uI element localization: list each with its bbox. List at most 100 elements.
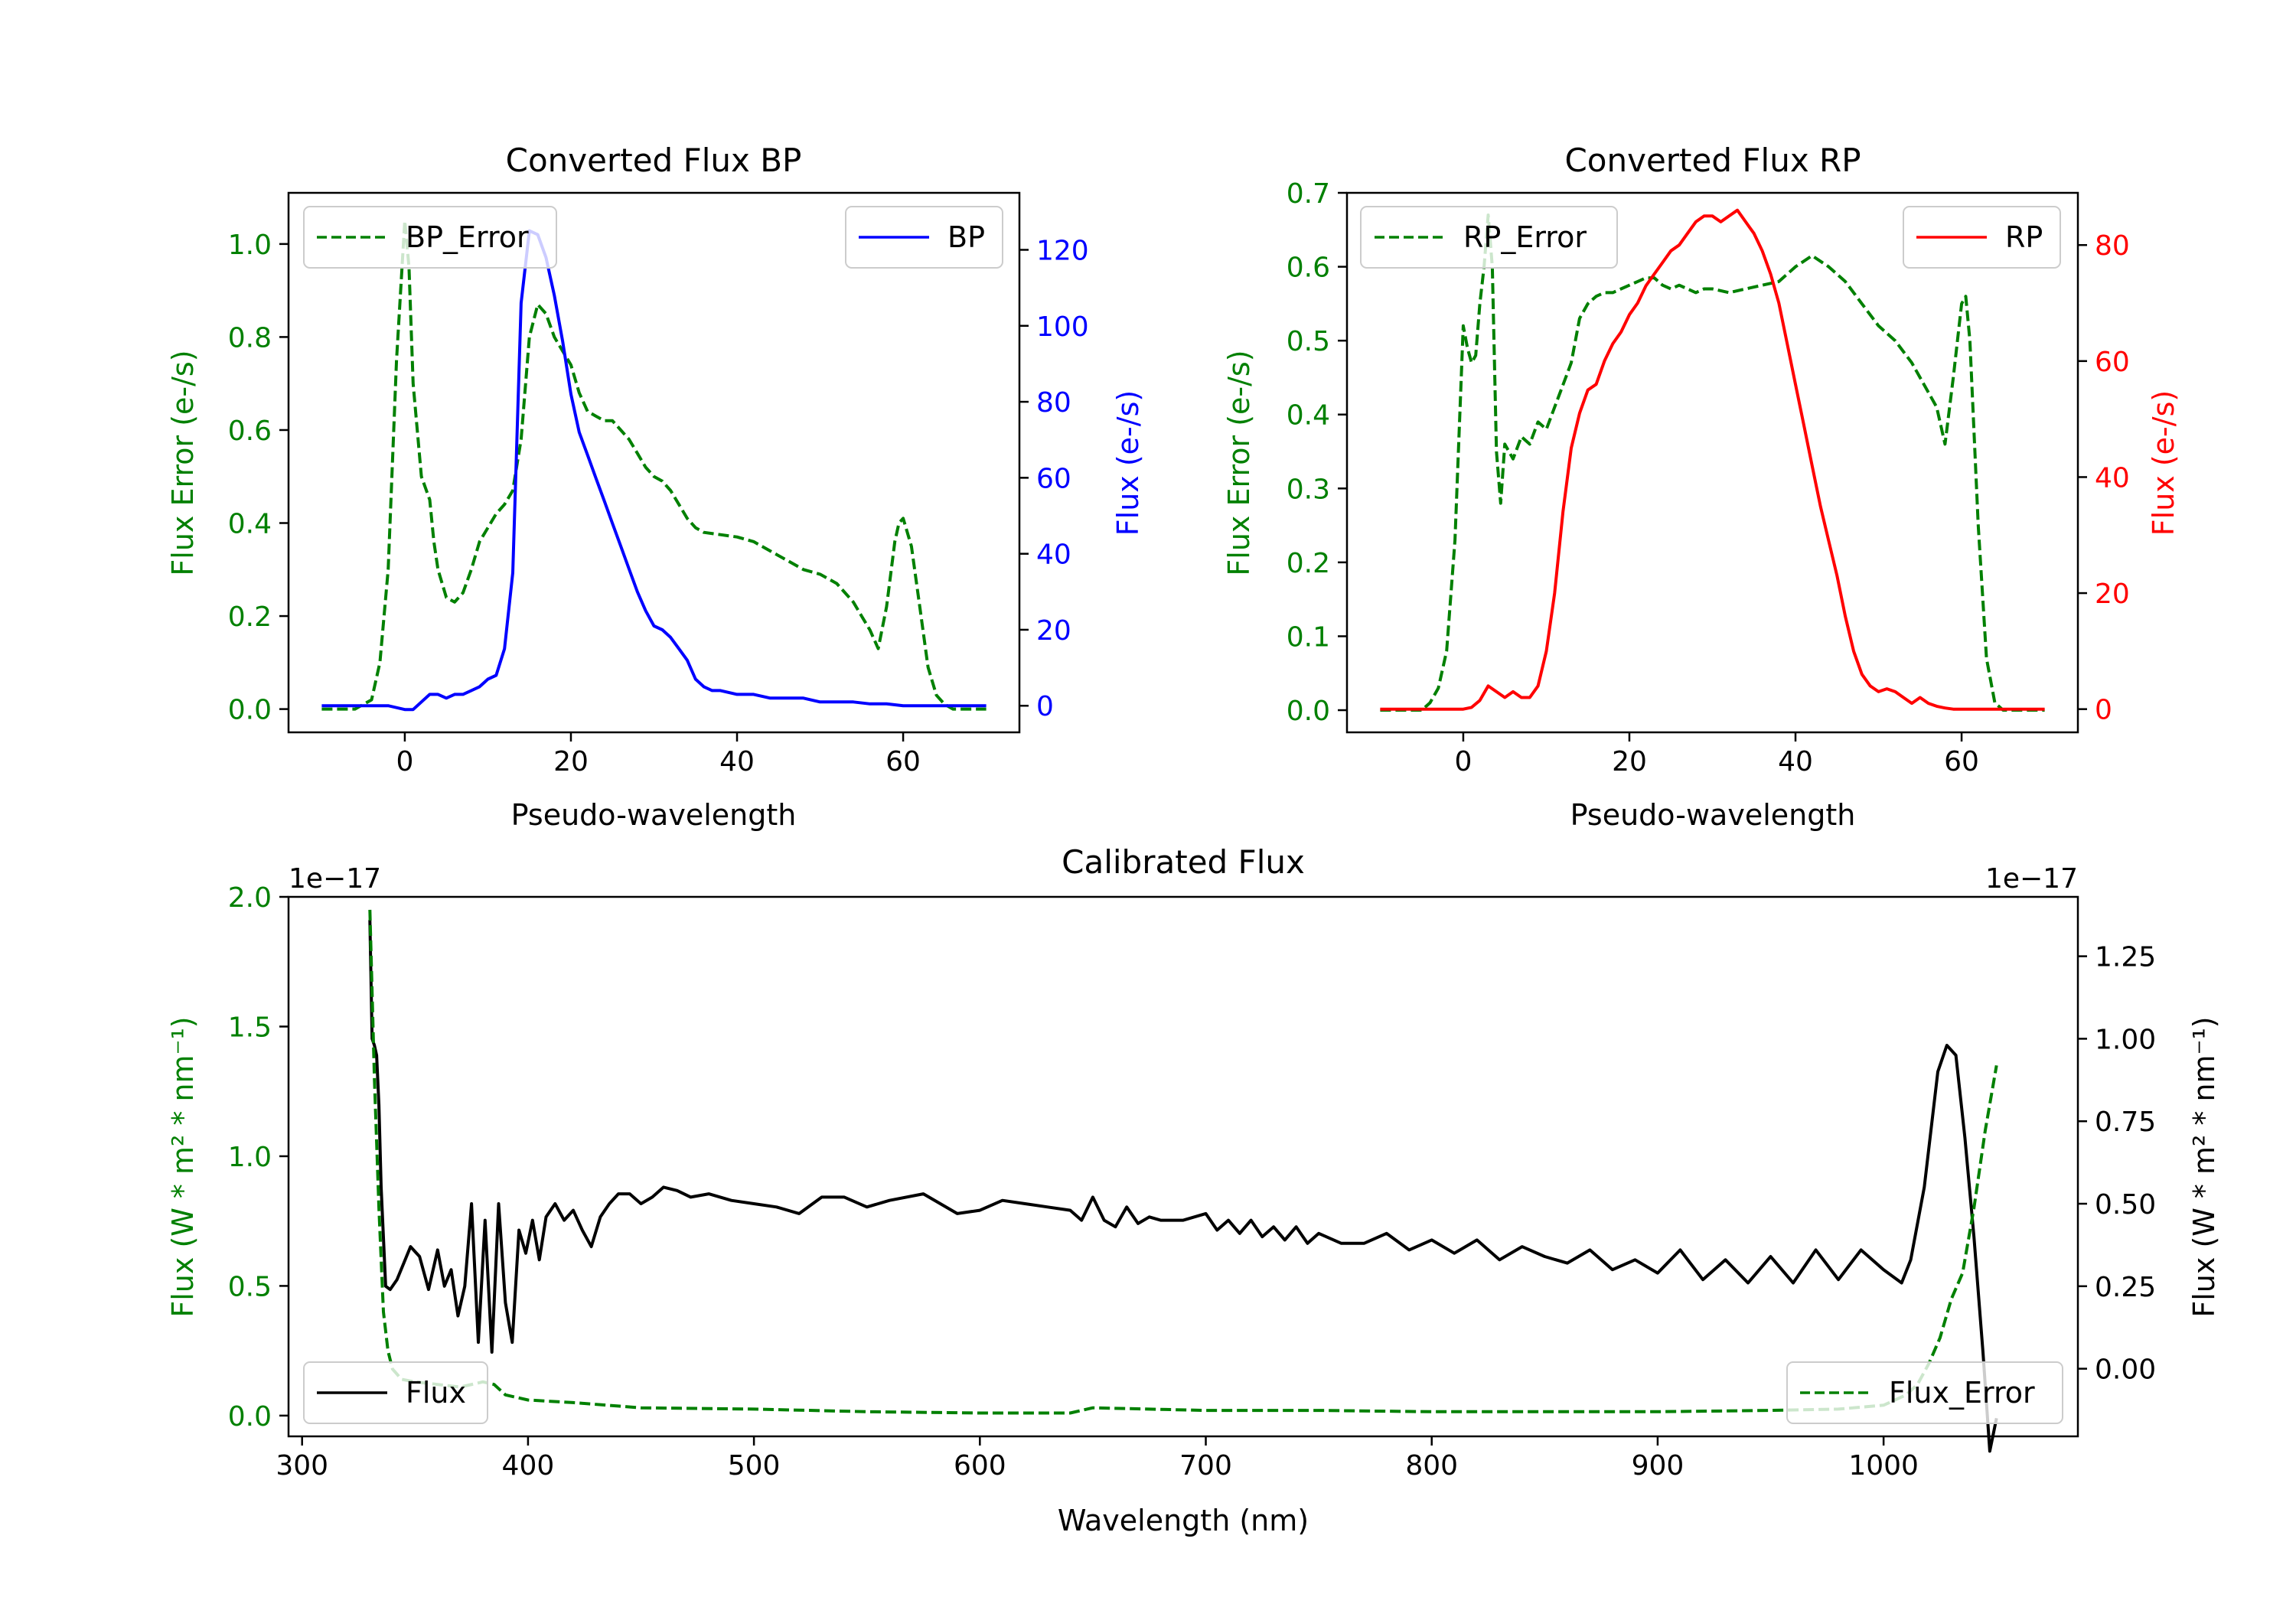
cal-x-tick-label: 500: [728, 1450, 781, 1482]
bp-series-bp-line: [321, 229, 987, 712]
rp-legend-flux: RP: [1903, 206, 2061, 269]
cal-axes-frame: [287, 895, 2079, 1438]
cal-y-right-tick-label: 0.75: [2095, 1107, 2156, 1138]
rp-x-axis-label: Pseudo-wavelength: [1570, 798, 1856, 832]
cal-x-tick-label: 300: [276, 1450, 328, 1482]
bp-y-right-tick-label: 40: [1036, 539, 1071, 571]
cal-y-right-tick-label: 1.00: [2095, 1024, 2156, 1055]
rp-y-left-tick-label: 0.7: [1287, 178, 1330, 210]
rp-y-left-tick-label: 0.3: [1287, 474, 1330, 505]
rp-y-right-tick-label: 60: [2095, 347, 2130, 378]
rp-y-left-tick-label: 0.5: [1287, 326, 1330, 357]
rp-x-tick-label: 20: [1612, 746, 1647, 777]
rp-y-left-tick-label: 0.6: [1287, 253, 1330, 284]
bp-x-tick-label: 60: [885, 746, 921, 777]
bp-plot-area: [321, 219, 987, 712]
cal-legend-error-label: Flux_Error: [1889, 1376, 2035, 1410]
bp-y-left-tick-label: 0.0: [228, 695, 272, 726]
bp-y-right-tick-label: 80: [1036, 387, 1071, 419]
cal-y-ticks-left: 0.0 0.5 1.0 1.5 2.0: [228, 882, 289, 1433]
rp-x-tick-label: 0: [1454, 746, 1472, 777]
rp-y-left-tick-label: 0.1: [1287, 621, 1330, 653]
rp-y-ticks-left: 0.0 0.1 0.2 0.3 0.4 0.5 0.6 0.7: [1287, 178, 1347, 727]
rp-y-right-tick-label: 40: [2095, 462, 2130, 494]
bp-y-left-tick-label: 0.4: [228, 509, 272, 540]
rp-y-left-tick-label: 0.0: [1287, 696, 1330, 727]
cal-x-tick-label: 1000: [1848, 1450, 1919, 1482]
cal-legend-flux: Flux: [303, 1361, 488, 1424]
rp-axes-frame: [1345, 191, 2079, 734]
cal-y-ticks-right: 0.00 0.25 0.50 0.75 1.00 1.25: [2078, 942, 2156, 1386]
bp-panel: Converted Flux BP 0 20 40 60 0.00.20.40.60.…: [166, 142, 1145, 832]
rp-legend-error-label: RP_Error: [1463, 220, 1587, 254]
rp-title: Converted Flux RP: [1564, 142, 1861, 179]
cal-x-tick-label: 900: [1632, 1450, 1684, 1482]
bp-legend-error-label: BP_Error: [406, 220, 529, 254]
rp-panel: Converted Flux RP 0 20 40 60 0.00.10.20.30.…: [1222, 142, 2180, 832]
bp-title: Converted Flux BP: [506, 142, 802, 179]
rp-y-left-tick-label: 0.4: [1287, 400, 1330, 432]
cal-y-left-tick-label: 1.0: [228, 1142, 272, 1173]
bp-y-ticks-right: 0 20 40 60 80 100 120: [1019, 235, 1089, 722]
bp-y-right-tick-label: 0: [1036, 691, 1054, 722]
cal-x-tick-label: 600: [954, 1450, 1006, 1482]
cal-y-left-tick-label: 0.5: [228, 1271, 272, 1302]
bp-legend-flux-label: BP: [947, 220, 985, 254]
cal-y-axis-label-left: Flux (W * m² * nm⁻¹): [166, 1016, 200, 1317]
cal-x-tick-label: 800: [1405, 1450, 1458, 1482]
cal-y-left-tick-label: 2.0: [228, 882, 272, 914]
rp-y-axis-label-right: Flux (e-/s): [2147, 390, 2180, 536]
rp-y-ticks-right: 0 20 40 60 80: [2078, 230, 2130, 726]
cal-offset-right: 1e−17: [1985, 863, 2078, 895]
rp-y-axis-label-left: Flux Error (e-/s): [1222, 350, 1256, 575]
cal-panel: Calibrated Flux 1e−17 1e−17 300 400 500 600…: [166, 843, 2221, 1537]
cal-y-right-tick-label: 0.25: [2095, 1272, 2156, 1303]
rp-x-tick-label: 40: [1778, 746, 1813, 777]
bp-x-tick-label: 40: [719, 746, 755, 777]
bp-y-left-tick-label: 0.8: [228, 322, 272, 354]
bp-legend-error: BP_Error: [303, 206, 557, 269]
cal-legend-error: Flux_Error: [1786, 1361, 2063, 1424]
bp-x-tick-label: 0: [396, 746, 413, 777]
cal-title: Calibrated Flux: [1062, 843, 1305, 881]
bp-y-right-tick-label: 20: [1036, 615, 1071, 647]
cal-y-left-tick-label: 0.0: [228, 1401, 272, 1433]
cal-x-tick-label: 400: [502, 1450, 555, 1482]
bp-y-ticks-left: 0.0 0.2 0.4 0.6 0.8 1.0: [228, 230, 289, 726]
bp-x-tick-label: 20: [553, 746, 589, 777]
bp-y-left-tick-label: 1.0: [228, 230, 272, 261]
rp-y-left-tick-label: 0.2: [1287, 548, 1330, 579]
cal-x-tick-label: 700: [1179, 1450, 1232, 1482]
bp-legend-flux: BP: [845, 206, 1003, 269]
bp-y-right-tick-label: 100: [1036, 311, 1089, 343]
bp-y-left-tick-label: 0.6: [228, 416, 272, 447]
bp-y-axis-label-left: Flux Error (e-/s): [166, 350, 200, 575]
bp-y-right-tick-label: 120: [1036, 235, 1089, 266]
rp-y-right-tick-label: 20: [2095, 579, 2130, 610]
bp-series-bp-error-line: [321, 219, 987, 711]
cal-x-axis-label: Wavelength (nm): [1058, 1504, 1309, 1537]
rp-series-rp-line: [1380, 208, 2045, 711]
bp-x-ticks: 0 20 40 60: [396, 732, 921, 777]
cal-y-right-tick-label: 0.50: [2095, 1189, 2156, 1221]
rp-x-tick-label: 60: [1944, 746, 1979, 777]
cal-legend-flux-label: Flux: [406, 1376, 466, 1410]
rp-y-right-tick-label: 80: [2095, 230, 2130, 262]
cal-y-right-tick-label: 0.00: [2095, 1354, 2156, 1386]
cal-y-left-tick-label: 1.5: [228, 1012, 272, 1043]
cal-offset-left: 1e−17: [289, 863, 381, 895]
cal-y-axis-label-right: Flux (W * m² * nm⁻¹): [2187, 1016, 2221, 1317]
rp-legend-error: RP_Error: [1360, 206, 1618, 269]
rp-x-ticks: 0 20 40 60: [1454, 732, 1979, 777]
cal-series-flux-line: [368, 920, 1998, 1453]
bp-y-axis-label-right: Flux (e-/s): [1111, 390, 1145, 536]
cal-x-ticks: 300 400 500 600 700 800 900 1000: [276, 1436, 1919, 1482]
bp-y-right-tick-label: 60: [1036, 463, 1071, 494]
rp-y-right-tick-label: 0: [2095, 695, 2112, 726]
rp-legend-flux-label: RP: [2005, 220, 2043, 254]
cal-y-right-tick-label: 1.25: [2095, 942, 2156, 973]
bp-x-axis-label: Pseudo-wavelength: [511, 798, 797, 832]
bp-y-left-tick-label: 0.2: [228, 601, 272, 633]
bp-axes-frame: [287, 191, 1021, 734]
